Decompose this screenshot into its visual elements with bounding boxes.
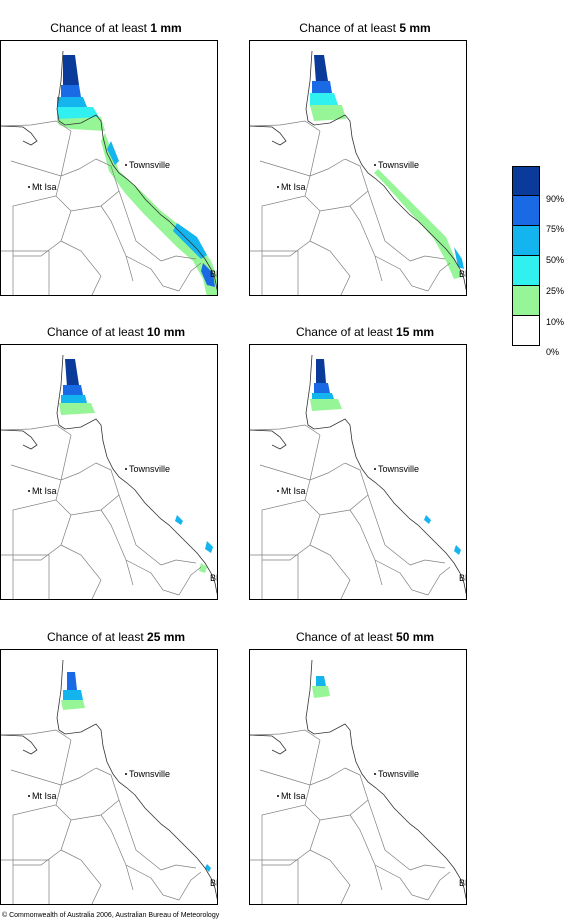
rainfall-probability-shading (57, 55, 217, 295)
gulf-coastline (250, 429, 287, 450)
mt-isa-label: Mt Isa (32, 486, 57, 496)
map-panel-1mm: Townsville Mt Isa BRIS (0, 40, 218, 296)
mt-isa-label: Mt Isa (281, 182, 306, 192)
coastline (56, 50, 217, 291)
gulf-coastline (1, 734, 38, 755)
bris-label: BRIS (210, 269, 218, 279)
map-panel-5mm: Townsville Mt Isa BRIS (249, 40, 467, 296)
legend-label-90: 90% (546, 194, 565, 204)
bris-label: BRIS (459, 573, 467, 583)
gulf-coastline (250, 125, 287, 146)
map-panel-25mm: Townsville Mt Isa BRIS (0, 649, 218, 905)
townsville-marker (374, 773, 376, 775)
bris-label: BRIS (210, 573, 218, 583)
gulf-coastline (1, 429, 38, 450)
map-panel-10mm: Townsville Mt Isa BRIS (0, 344, 218, 600)
townsville-marker (125, 164, 127, 166)
townsville-marker (125, 468, 127, 470)
rainfall-probability-shading (310, 359, 461, 555)
copyright-notice: © Commonwealth of Australia 2006, Austra… (2, 912, 220, 919)
legend-label-75: 75% (546, 224, 565, 234)
townsville-label: Townsville (378, 769, 419, 779)
panel-title-5mm: Chance of at least 5 mm (299, 21, 431, 35)
state-borders (1, 424, 202, 599)
mt-isa-marker (277, 186, 279, 188)
townsville-label: Townsville (129, 464, 170, 474)
bris-label: BRIS (459, 878, 467, 888)
townsville-label: Townsville (129, 769, 170, 779)
panel-title-1mm: Chance of at least 1 mm (50, 21, 182, 35)
map-panel-15mm: Townsville Mt Isa BRIS (249, 344, 467, 600)
mt-isa-marker (28, 186, 30, 188)
townsville-marker (374, 164, 376, 166)
coastline (305, 50, 466, 291)
rainfall-probability-shading (312, 676, 330, 698)
legend-swatch-50 (512, 226, 540, 256)
state-borders (1, 729, 202, 904)
panel-title-25mm: Chance of at least 25 mm (46, 630, 186, 644)
legend-label-0: 0% (546, 347, 560, 357)
panel-title-10mm: Chance of at least 10 mm (46, 325, 186, 339)
mt-isa-label: Mt Isa (32, 791, 57, 801)
panel-title-50mm: Chance of at least 50 mm (295, 630, 435, 644)
bris-label: BRIS (210, 878, 218, 888)
townsville-label: Townsville (378, 464, 419, 474)
townsville-marker (374, 468, 376, 470)
state-borders (250, 729, 451, 904)
gulf-coastline (250, 734, 287, 755)
state-borders (250, 120, 451, 295)
townsville-label: Townsville (378, 160, 419, 170)
bris-label: BRIS (459, 269, 467, 279)
legend-label-10: 10% (546, 317, 565, 327)
legend-swatch-25 (512, 256, 540, 286)
state-borders (1, 120, 202, 295)
state-borders (250, 424, 451, 599)
legend-label-25: 25% (546, 286, 565, 296)
legend-label-50: 50% (546, 255, 565, 265)
mt-isa-marker (28, 795, 30, 797)
legend-swatch-90 (512, 166, 540, 196)
coastline (305, 354, 466, 595)
townsville-marker (125, 773, 127, 775)
mt-isa-marker (277, 795, 279, 797)
mt-isa-marker (28, 490, 30, 492)
rainfall-probability-shading (59, 359, 213, 573)
mt-isa-label: Mt Isa (281, 791, 306, 801)
gulf-coastline (1, 125, 38, 146)
mt-isa-label: Mt Isa (32, 182, 57, 192)
mt-isa-label: Mt Isa (281, 486, 306, 496)
coastline (56, 354, 217, 595)
coastline (305, 659, 466, 900)
coastline (56, 659, 217, 900)
rainfall-probability-shading (61, 672, 211, 872)
rainfall-probability-shading (310, 55, 464, 279)
mt-isa-marker (277, 490, 279, 492)
townsville-label: Townsville (129, 160, 170, 170)
legend-swatch-10 (512, 286, 540, 316)
probability-legend (512, 166, 540, 346)
map-panel-50mm: Townsville Mt Isa BRIS (249, 649, 467, 905)
panel-title-15mm: Chance of at least 15 mm (295, 325, 435, 339)
legend-swatch-75 (512, 196, 540, 226)
legend-swatch-0 (512, 316, 540, 346)
